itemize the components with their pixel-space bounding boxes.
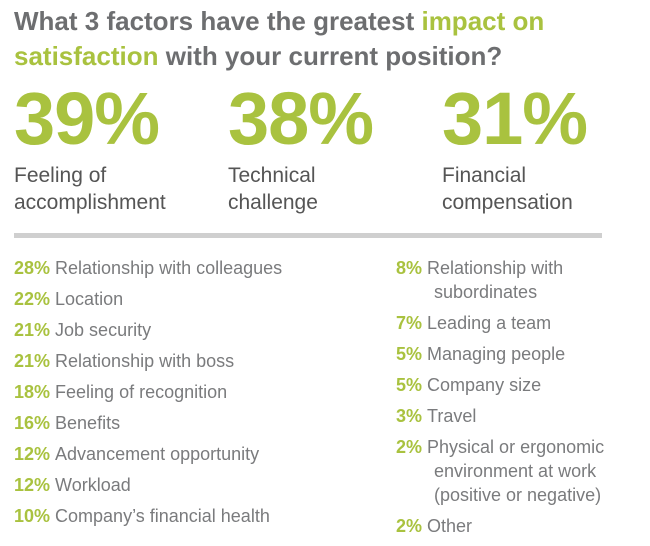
right-factor-item-2: 7% Leading a team [396,311,646,335]
left-factor-item-6: 16% Benefits [14,411,374,435]
left-factor-item-4-value: 21% [14,351,56,371]
right-factor-item-1: 8% Relationship with subordinates [396,256,646,304]
top-factor-2-value: 38% [228,77,374,160]
left-factor-item-2-value: 22% [14,289,56,309]
left-factor-item-2-label: Location [55,289,124,309]
right-factor-item-2-value: 7% [396,313,428,333]
left-factor-item-1-value: 28% [14,258,56,278]
right-factor-item-7: 2% Other [396,514,646,538]
left-factor-item-5-value: 18% [14,382,56,402]
right-factor-item-7-label: Other [427,516,473,536]
right-factor-item-3-label: Managing people [427,344,566,364]
top-factor-2-label: Technical challenge [228,164,318,214]
title-part-1: What 3 factors have the greatest [14,6,422,36]
left-factor-item-5-label: Feeling of recognition [55,382,228,402]
right-factor-item-6-label: Physical or ergonomic environment at wor… [427,437,605,505]
right-factor-item-5-label: Travel [427,406,477,426]
left-factor-item-6-label: Benefits [55,413,121,433]
left-factor-item-6-value: 16% [14,413,56,433]
left-factor-item-9-label: Company’s financial health [55,506,270,526]
right-factor-item-6-value: 2% [396,437,428,457]
top-factor-1: 39% Feeling of accomplishment [14,82,224,216]
left-factor-item-7: 12% Advancement opportunity [14,442,374,466]
left-factor-item-2: 22% Location [14,287,374,311]
chart-title: What 3 factors have the greatest impact … [14,4,644,74]
right-factor-item-3: 5% Managing people [396,342,646,366]
left-factor-item-4-label: Relationship with boss [55,351,235,371]
top-factor-1-value: 39% [14,77,160,160]
top-factor-1-label: Feeling of accomplishment [14,164,166,214]
right-factor-item-1-value: 8% [396,258,428,278]
right-factor-item-4: 5% Company size [396,373,646,397]
left-factor-item-9-value: 10% [14,506,56,526]
left-factor-item-1-label: Relationship with colleagues [55,258,283,278]
right-factor-item-2-label: Leading a team [427,313,552,333]
left-factor-item-7-label: Advancement opportunity [55,444,260,464]
right-factor-item-3-value: 5% [396,344,428,364]
title-part-2: with your current position? [158,41,503,71]
divider [14,233,602,238]
right-factor-item-7-value: 2% [396,516,428,536]
left-factor-item-3-label: Job security [55,320,152,340]
left-factor-item-8-label: Workload [55,475,131,495]
right-factor-item-1-label: Relationship with subordinates [427,258,564,302]
left-factor-item-4: 21% Relationship with boss [14,349,374,373]
right-factor-item-5: 3% Travel [396,404,646,428]
left-factor-item-3-value: 21% [14,320,56,340]
left-factor-item-9: 10% Company’s financial health [14,504,374,528]
left-factor-item-5: 18% Feeling of recognition [14,380,374,404]
left-factor-item-7-value: 12% [14,444,56,464]
left-factor-item-8-value: 12% [14,475,56,495]
factor-list-right: 8% Relationship with subordinates 7% Lead… [396,256,646,545]
factor-list-left: 28% Relationship with colleagues 22% Loca… [14,256,374,535]
top-factor-3-label: Financial compensation [442,164,573,214]
top-factor-2: 38% Technical challenge [228,82,438,216]
right-factor-item-6: 2% Physical or ergonomic environment at … [396,435,646,507]
right-factor-item-4-label: Company size [427,375,542,395]
title-highlight-2: satisfaction [14,41,159,71]
right-factor-item-5-value: 3% [396,406,428,426]
left-factor-item-3: 21% Job security [14,318,374,342]
right-factor-item-4-value: 5% [396,375,428,395]
left-factor-item-1: 28% Relationship with colleagues [14,256,374,280]
title-highlight-1: impact on [421,6,545,36]
top-factor-3: 31% Financial compensation [442,82,650,216]
left-factor-item-8: 12% Workload [14,473,374,497]
top-factor-3-value: 31% [442,77,588,160]
